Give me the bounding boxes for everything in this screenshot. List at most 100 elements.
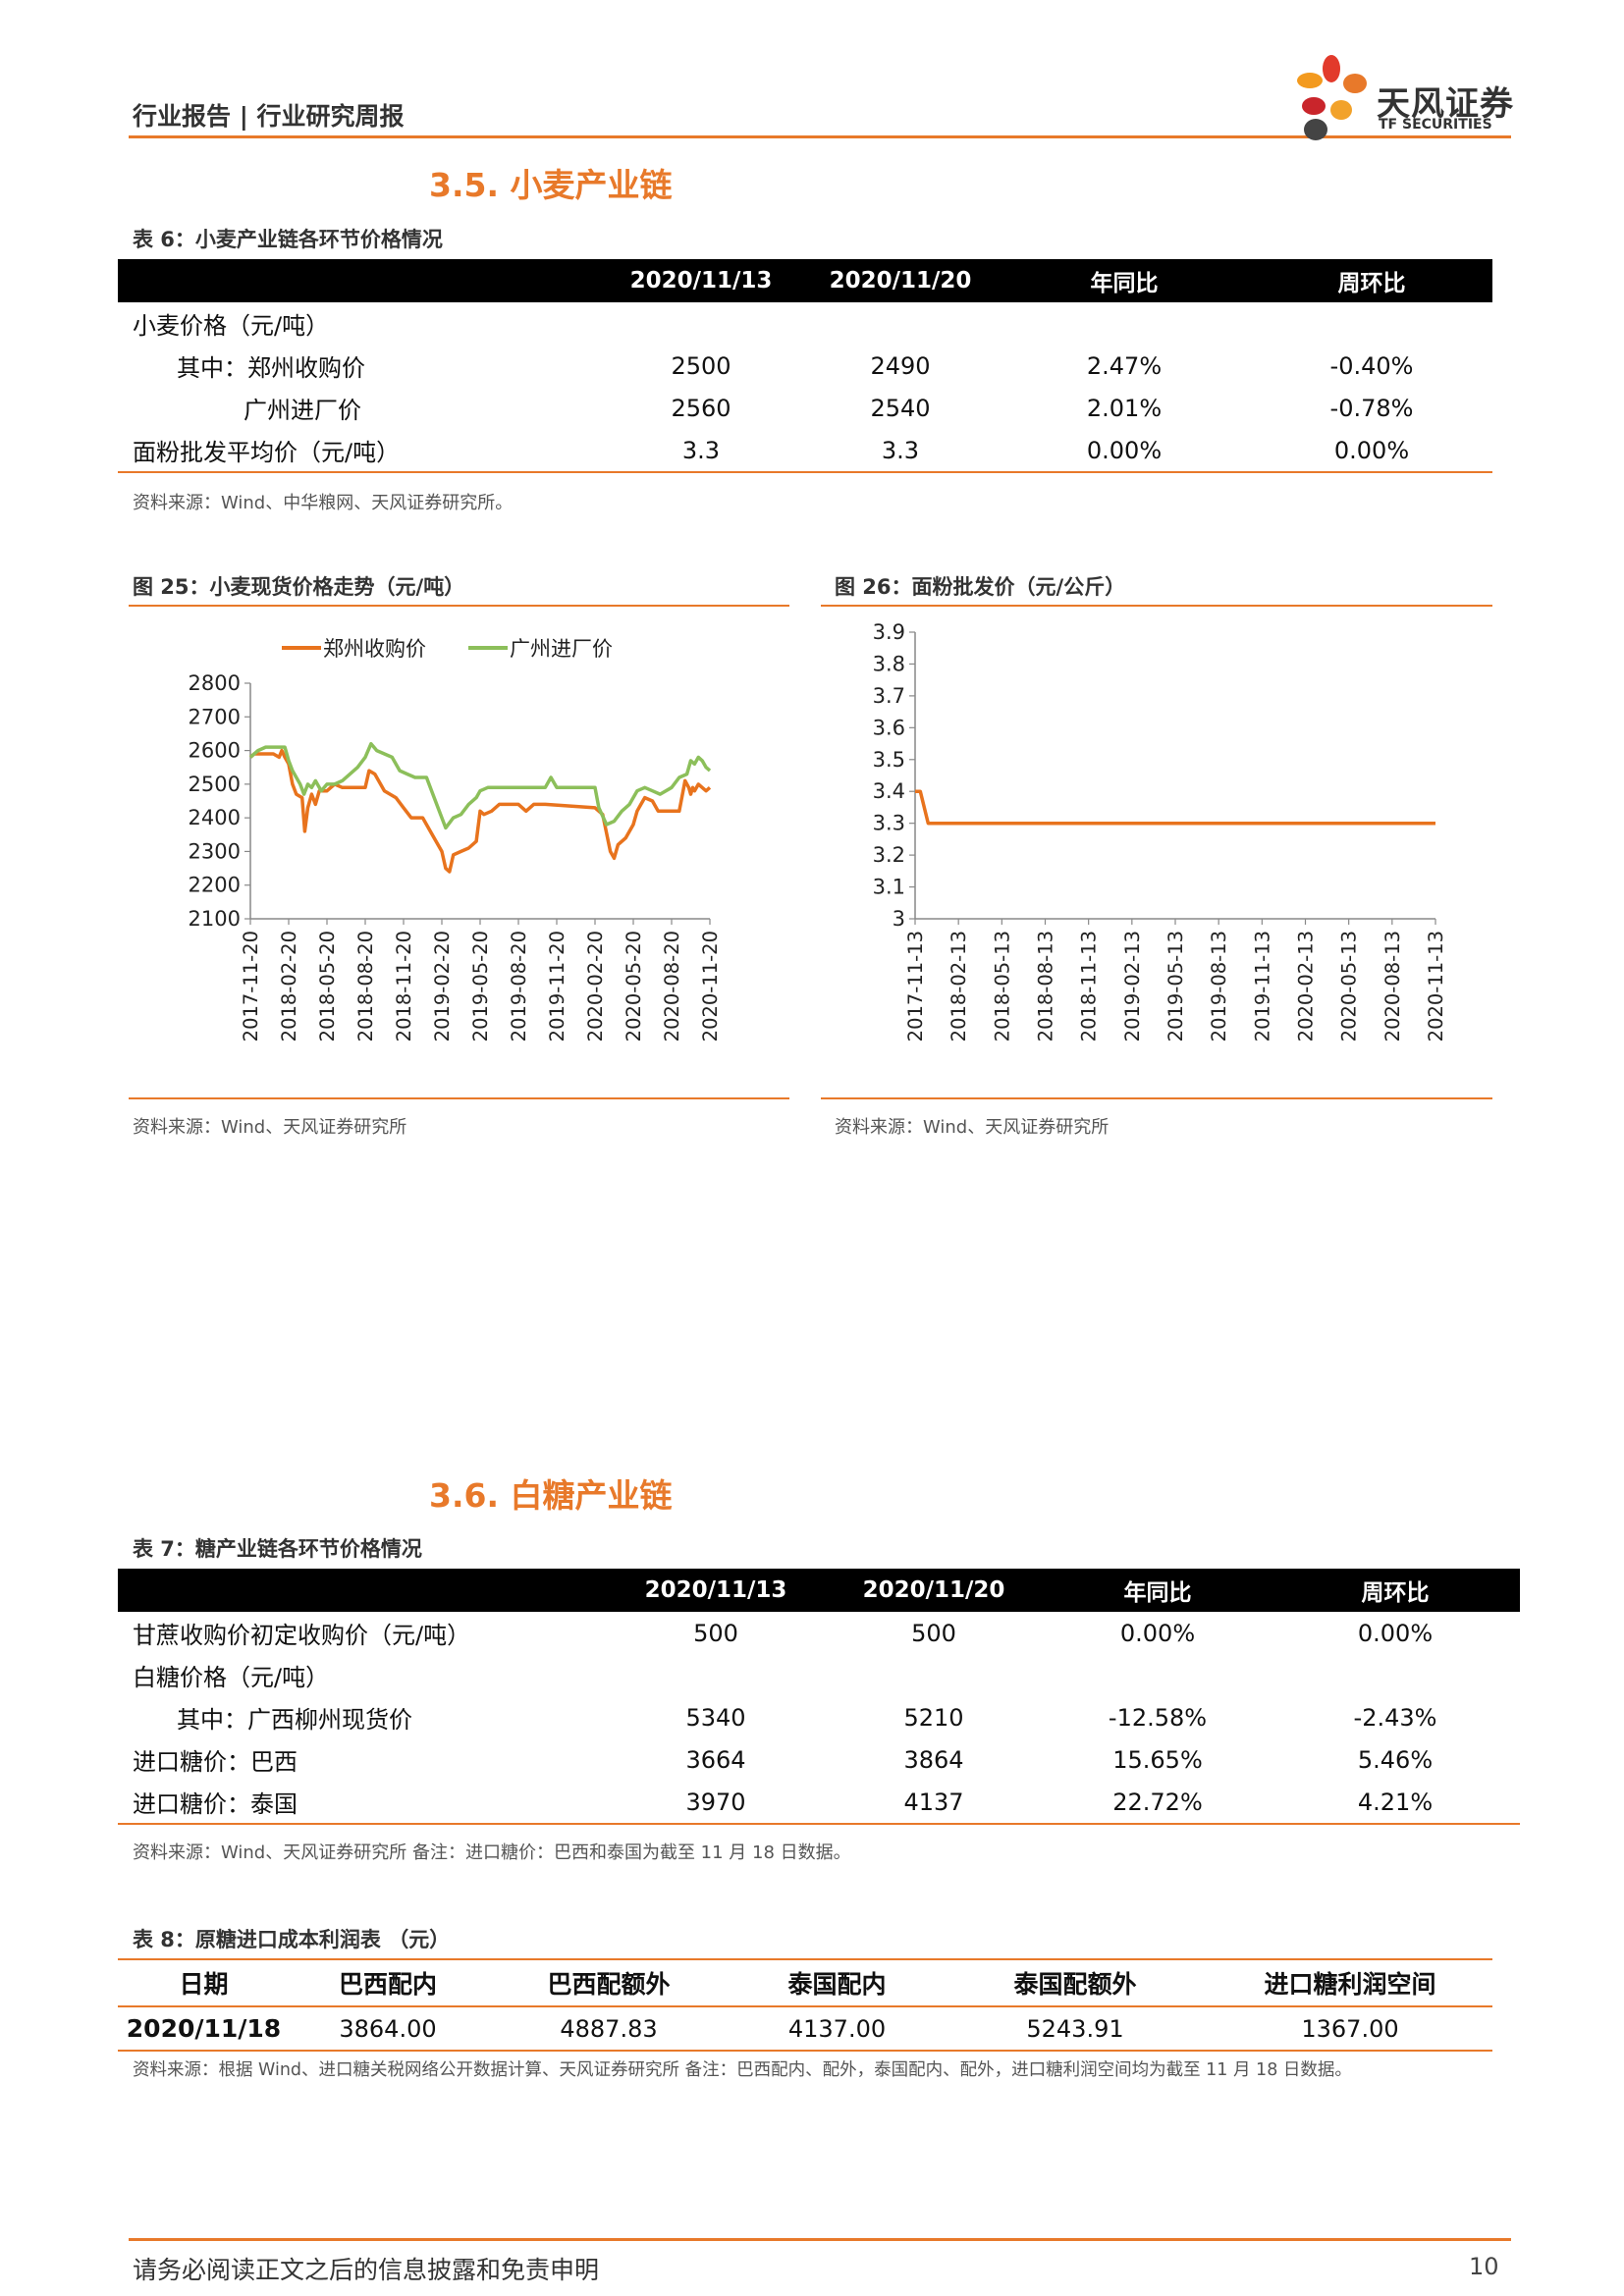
table-8-caption: 表 8：原糖进口成本利润表 （元） <box>133 1928 451 1951</box>
logo-chinese-name: 天风证券 <box>1377 84 1514 124</box>
figure-25-caption: 图 25：小麦现货价格走势（元/吨） <box>133 575 465 599</box>
row-label: 白糖价格（元/吨） <box>133 1664 330 1691</box>
cell: -2.43% <box>1353 1703 1437 1732</box>
header-cell: 年同比 <box>1045 1569 1271 1612</box>
y-tick-label: 3.2 <box>873 843 905 867</box>
cell: 3664 <box>685 1745 746 1774</box>
cell: 500 <box>911 1619 956 1647</box>
cell: 2540 <box>870 394 931 422</box>
header-cell: 2020/11/13 <box>599 259 803 302</box>
y-tick-label: 2200 <box>189 874 241 897</box>
x-tick-label: 2020-11-13 <box>1425 931 1447 1041</box>
y-tick-label: 2800 <box>189 671 241 695</box>
y-tick-label: 2700 <box>189 705 241 728</box>
flower-logo-icon <box>1297 55 1367 140</box>
y-tick-label: 2600 <box>189 739 241 763</box>
header-cell: 泰国配内 <box>731 1958 943 2007</box>
cell: 2.01% <box>1086 394 1163 422</box>
cell: 15.65% <box>1112 1745 1203 1774</box>
cell: 1367.00 <box>1208 2006 1492 2052</box>
x-tick-label: 2019-11-20 <box>546 931 568 1041</box>
cell: 3.3 <box>599 429 803 473</box>
cell <box>823 1654 1045 1696</box>
x-tick-label: 2018-02-13 <box>947 931 970 1041</box>
table-8: 日期 巴西配内 巴西配额外 泰国配内 泰国配额外 进口糖利润空间 2020/11… <box>118 1958 1492 2052</box>
figure-25-top-rule <box>129 605 789 607</box>
row-label: 其中：郑州收购价 <box>177 354 365 382</box>
x-tick-label: 2019-05-13 <box>1164 931 1187 1041</box>
x-tick-label: 2020-02-20 <box>584 931 607 1041</box>
header-cell: 周环比 <box>1271 1569 1520 1612</box>
x-tick-label: 2018-05-20 <box>316 931 339 1041</box>
y-tick-label: 3.1 <box>873 876 905 899</box>
y-tick-label: 3.9 <box>873 620 905 644</box>
header-cell: 巴西配额外 <box>486 1958 731 2007</box>
table-header-row: 2020/11/13 2020/11/20 年同比 周环比 <box>118 1569 1520 1612</box>
series-line-1 <box>248 748 712 874</box>
wheat-price-chart: 2800 2700 2600 2500 2400 2300 2200 21002017-11-… <box>189 637 722 1041</box>
figure-25-source: 资料来源：Wind、天风证券研究所 <box>133 1117 407 1138</box>
table-row: 甘蔗收购价初定收购价（元/吨） 500 500 0.00% 0.00% <box>118 1612 1520 1654</box>
cell: 3864 <box>903 1745 964 1774</box>
figure-26-bottom-rule <box>821 1097 1492 1099</box>
cell: 22.72% <box>1045 1781 1271 1825</box>
x-tick-label: 2020-05-20 <box>623 931 645 1041</box>
header-cell <box>118 1569 609 1612</box>
table-7: 2020/11/13 2020/11/20 年同比 周环比 甘蔗收购价初定收购价… <box>118 1569 1520 1825</box>
header-cell: 泰国配额外 <box>943 1958 1208 2007</box>
x-tick-label: 2020-08-20 <box>661 931 683 1041</box>
table-row: 2020/11/18 3864.00 4887.83 4137.00 5243.… <box>118 2006 1492 2052</box>
cell: -0.40% <box>1329 351 1414 380</box>
table-6: 2020/11/13 2020/11/20 年同比 周环比 小麦价格（元/吨） … <box>118 259 1492 473</box>
x-tick-label: 2018-02-20 <box>278 931 300 1041</box>
x-tick-label: 2017-11-13 <box>904 931 927 1041</box>
y-tick-label: 2100 <box>189 907 241 931</box>
x-tick-label: 2020-11-20 <box>699 931 722 1041</box>
cell: 2500 <box>671 351 731 380</box>
x-tick-label: 2020-02-13 <box>1295 931 1318 1041</box>
table-row: 小麦价格（元/吨） <box>118 302 1492 345</box>
cell <box>1271 1654 1520 1696</box>
table-row: 进口糖价：巴西 3664 3864 15.65% 5.46% <box>118 1738 1520 1781</box>
cell: 2490 <box>870 351 931 380</box>
x-tick-label: 2019-02-13 <box>1121 931 1144 1041</box>
cell: 0.00% <box>1119 1619 1196 1647</box>
figure-26-source: 资料来源：Wind、天风证券研究所 <box>835 1117 1110 1138</box>
footer-divider <box>129 2238 1511 2241</box>
y-tick-label: 3.7 <box>873 684 905 708</box>
cell: 4137.00 <box>731 2006 943 2052</box>
y-tick-label: 3.5 <box>873 748 905 772</box>
y-tick-label: 2500 <box>189 773 241 796</box>
y-tick-label: 2300 <box>189 839 241 863</box>
series-line-2 <box>248 741 712 830</box>
cell: 0.00% <box>1251 429 1492 473</box>
x-tick-label: 2020-05-13 <box>1338 931 1361 1041</box>
table-row: 面粉批发平均价（元/吨） 3.3 3.3 0.00% 0.00% <box>118 429 1492 473</box>
y-tick-label: 3 <box>893 907 905 931</box>
figure-25-bottom-rule <box>129 1097 789 1099</box>
header-cell: 进口糖利润空间 <box>1208 1958 1492 2007</box>
header-cell: 巴西配内 <box>290 1958 486 2007</box>
cell <box>998 302 1251 345</box>
row-label: 面粉批发平均价（元/吨） <box>118 429 599 473</box>
y-tick-label: 3.6 <box>873 716 905 739</box>
section-3-5-title: 3.5. 小麦产业链 <box>429 166 673 204</box>
row-label: 小麦价格（元/吨） <box>133 312 330 340</box>
row-label: 进口糖价：泰国 <box>118 1781 609 1825</box>
cell: 5210 <box>903 1703 964 1732</box>
company-logo <box>1286 51 1522 144</box>
cell: 2.47% <box>1086 351 1163 380</box>
cell: 3864.00 <box>290 2006 486 2052</box>
cell <box>599 302 803 345</box>
table-header-row: 日期 巴西配内 巴西配额外 泰国配内 泰国配额外 进口糖利润空间 <box>118 1958 1492 2007</box>
table-7-source: 资料来源：Wind、天风证券研究所 备注：进口糖价：巴西和泰国为截至 11 月 … <box>133 1842 851 1863</box>
figure-26-top-rule <box>821 605 1492 607</box>
header-divider <box>129 135 1511 138</box>
cell: 2560 <box>671 394 731 422</box>
x-tick-label: 2019-08-20 <box>508 931 530 1041</box>
table-6-source: 资料来源：Wind、中华粮网、天风证券研究所。 <box>133 493 514 513</box>
page-number: 10 <box>1469 2253 1499 2280</box>
cell: -12.58% <box>1108 1703 1208 1732</box>
cell: 5243.91 <box>943 2006 1208 2052</box>
